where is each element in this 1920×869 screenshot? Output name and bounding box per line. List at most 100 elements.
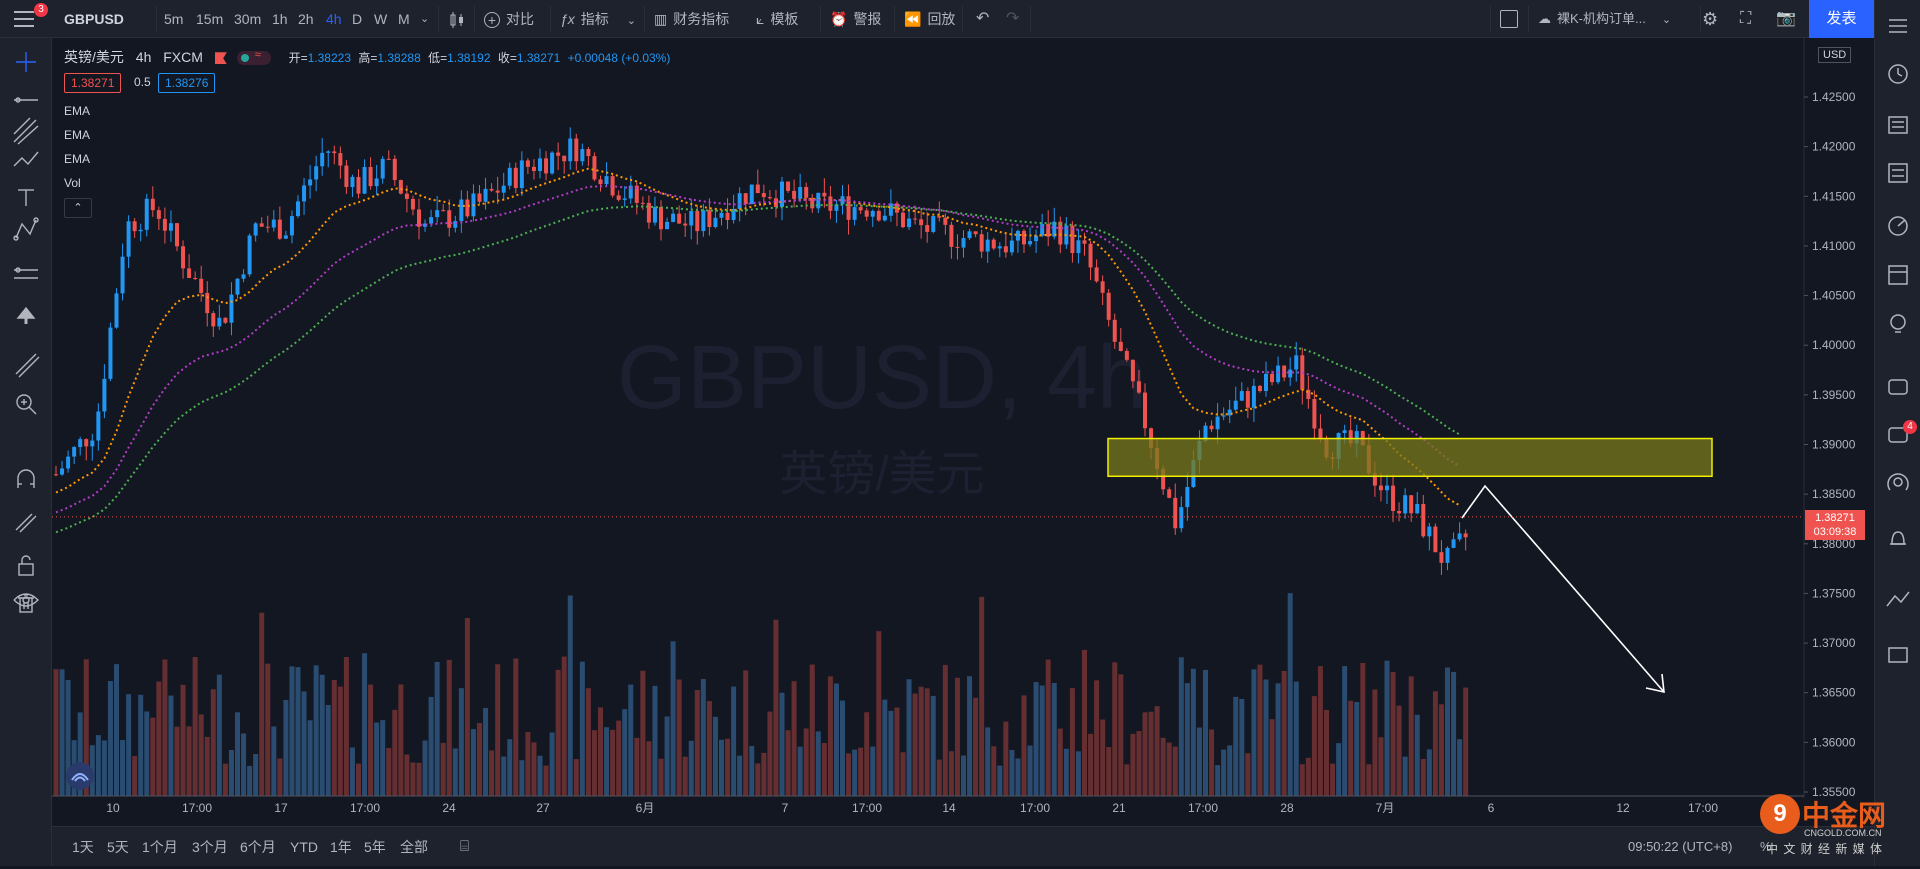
range-4-button[interactable]: 6个月: [240, 839, 276, 855]
volume-bar: [1451, 671, 1457, 796]
indicators-button[interactable]: ƒx 指标 ⌄: [560, 11, 637, 27]
ema-lines: [55, 167, 1461, 534]
volume-bar: [386, 748, 392, 796]
indicator-vol[interactable]: Vol: [64, 176, 81, 190]
publish-button[interactable]: 发表: [1809, 0, 1874, 38]
candle-body: [90, 440, 95, 447]
volume-bar: [1069, 688, 1075, 796]
candle-body: [943, 217, 948, 225]
candle-body: [1034, 235, 1039, 242]
candle-body: [259, 223, 264, 227]
candle-body: [1257, 385, 1262, 392]
volume-bar: [1160, 737, 1166, 796]
go-to-realtime-icon[interactable]: [66, 762, 94, 790]
interval-M-button[interactable]: M: [398, 11, 410, 27]
market-status-pill[interactable]: ≈: [236, 49, 271, 66]
volume-bar: [180, 684, 186, 796]
candle-body: [1457, 533, 1462, 540]
forecast-arrowhead: [1645, 673, 1665, 694]
candle-body: [1124, 350, 1129, 360]
range-1-button[interactable]: 5天: [107, 839, 129, 855]
volume-bar: [331, 679, 337, 796]
volume-bar: [1372, 689, 1378, 796]
currency-label[interactable]: USD: [1818, 47, 1852, 63]
interval-D-button[interactable]: D: [352, 11, 363, 27]
interval-15m-button[interactable]: 15m: [196, 11, 224, 27]
indicator-ema-2[interactable]: EMA: [64, 128, 91, 142]
volume-bar: [852, 749, 858, 796]
volume-bar: [840, 700, 845, 796]
candle-body: [211, 313, 216, 327]
undo-icon[interactable]: ↶: [976, 10, 990, 27]
volume-bar: [283, 699, 289, 796]
trash-icon[interactable]: [17, 594, 34, 613]
custom-range-icon[interactable]: ⌸: [460, 838, 470, 855]
volume-bar: [664, 716, 670, 796]
interval-dropdown-icon[interactable]: ⌄: [420, 13, 430, 25]
volume-bar: [870, 746, 876, 796]
range-2-button[interactable]: 1个月: [142, 839, 178, 855]
candle-body: [616, 195, 621, 200]
range-0-button[interactable]: 1天: [72, 839, 94, 855]
time-tick-label: 6月: [636, 801, 655, 815]
volume-bar: [374, 722, 380, 796]
compare-button[interactable]: + 对比: [484, 0, 534, 38]
candle-body: [1463, 533, 1468, 538]
camera-icon[interactable]: 📷: [1776, 10, 1796, 27]
volume-bar: [289, 666, 295, 796]
redo-icon[interactable]: ↷: [1006, 10, 1020, 27]
layout-square-icon[interactable]: [1500, 10, 1518, 28]
price-chart[interactable]: GBPUSD, 4h 英镑/美元 1.425001.420001.415001.…: [52, 38, 1874, 826]
time-axis[interactable]: 10 17:00 17 17:00 24 27 6月 7 17:00 14 17:00 21 17:00…: [52, 795, 1804, 815]
fullscreen-icon[interactable]: ⛶: [1740, 10, 1752, 27]
replay-button[interactable]: ⏪ 回放: [904, 11, 956, 27]
indicator-ema-1[interactable]: EMA: [64, 104, 91, 118]
volume-bar: [428, 696, 434, 796]
collapse-legend-button[interactable]: ⌃: [64, 198, 92, 218]
interval-30m-button[interactable]: 30m: [234, 11, 262, 27]
percent-scale-button[interactable]: %: [1760, 839, 1772, 854]
price-axis[interactable]: 1.42500 1.42000 1.41500 1.41000 1.40500 1.400…: [1803, 38, 1856, 799]
supply-zone-rectangle[interactable]: [1107, 437, 1713, 478]
flag-icon[interactable]: [214, 52, 227, 65]
range-5-button[interactable]: YTD: [290, 839, 318, 855]
chart-type-candles-icon[interactable]: [448, 0, 466, 38]
volume-bar: [277, 758, 283, 796]
candle-body: [102, 378, 107, 412]
layout-name-button[interactable]: ☁ 裸K-机构订单... ⌄: [1538, 11, 1672, 26]
candle-body: [410, 198, 415, 210]
ask-price-badge[interactable]: 1.38276: [158, 73, 216, 93]
candle-body: [1143, 392, 1147, 429]
bar-chart-icon: ▥: [654, 11, 668, 27]
range-7-button[interactable]: 5年: [364, 839, 386, 855]
volume-bar: [349, 747, 355, 796]
alert-button[interactable]: ⏰ 警报: [830, 11, 882, 27]
interval-W-button[interactable]: W: [374, 11, 388, 27]
forecast-arrow-line[interactable]: [1461, 484, 1665, 693]
range-3-button[interactable]: 3个月: [192, 839, 228, 855]
menu-icon[interactable]: [14, 11, 34, 27]
symbol-search-button[interactable]: GBPUSD: [64, 11, 124, 27]
candle-body: [562, 155, 567, 162]
series-legend[interactable]: 英镑/美元 4h FXCM ≈ 开=1.38223 高=1.38288 低=1.…: [64, 49, 671, 66]
candle-body: [217, 317, 222, 327]
clock-time[interactable]: 09:50:22 (UTC+8): [1628, 839, 1733, 854]
candle-body: [677, 213, 682, 224]
interval-1h-button[interactable]: 1h: [272, 11, 288, 27]
interval-4h-button[interactable]: 4h: [326, 11, 342, 27]
volume-bar: [719, 739, 724, 796]
interval-5m-button[interactable]: 5m: [164, 11, 184, 27]
settings-gear-icon[interactable]: ⚙: [1702, 9, 1719, 29]
volume-bar: [192, 657, 198, 796]
candle-body: [925, 225, 930, 232]
range-6-button[interactable]: 1年: [330, 839, 352, 855]
candle-body: [1227, 409, 1232, 416]
interval-2h-button[interactable]: 2h: [298, 11, 314, 27]
templates-button[interactable]: ⟀ 模板: [756, 11, 799, 27]
range-8-button[interactable]: 全部: [400, 839, 428, 855]
financials-button[interactable]: ▥ 财务指标: [654, 11, 730, 27]
volume-bar: [120, 740, 126, 796]
indicator-ema-3[interactable]: EMA: [64, 152, 91, 166]
price-tick-label: 1.38000: [1812, 537, 1856, 551]
bid-price-badge[interactable]: 1.38271: [64, 73, 122, 93]
